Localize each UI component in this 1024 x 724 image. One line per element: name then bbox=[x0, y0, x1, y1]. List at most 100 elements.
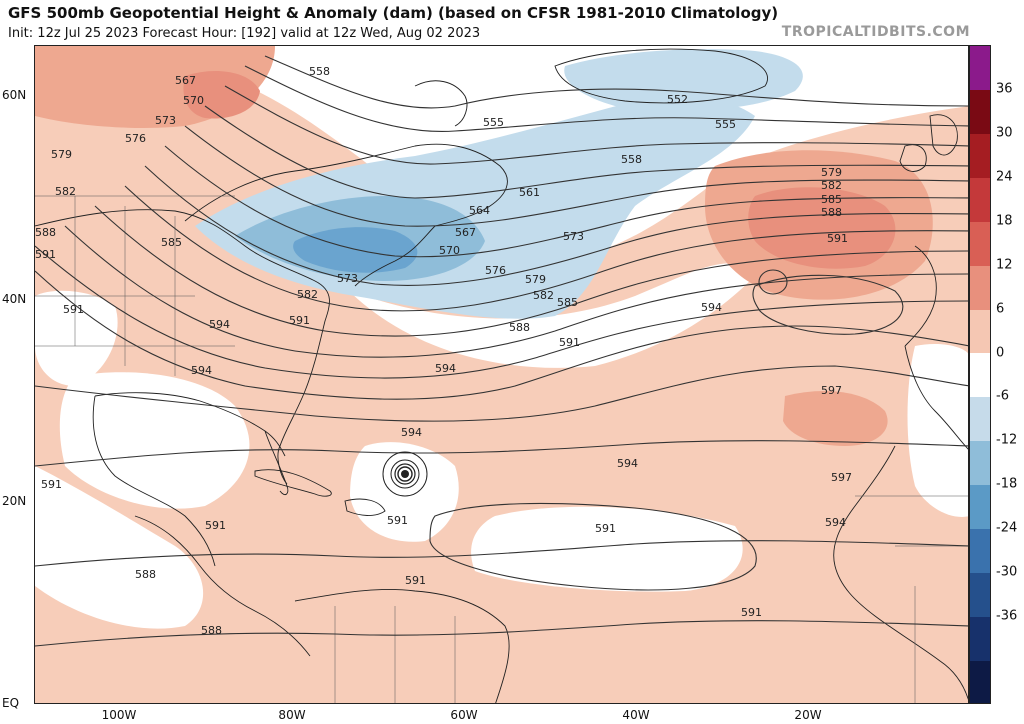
contour-label: 558 bbox=[621, 153, 642, 166]
contour-label: 579 bbox=[51, 148, 72, 161]
hurricane-low bbox=[382, 451, 428, 497]
lon-label-80w: 80W bbox=[278, 708, 306, 722]
anomaly-positive-africa bbox=[783, 391, 888, 446]
contour-label-group: 552 555 555 558 558 561 564 567 567 570 … bbox=[35, 65, 852, 637]
contour-label: 591 bbox=[595, 522, 616, 535]
lon-label-60w: 60W bbox=[450, 708, 478, 722]
contour-label: 591 bbox=[387, 514, 408, 527]
anomaly-positive-eastcore bbox=[748, 187, 896, 269]
coastlines bbox=[35, 48, 968, 703]
lat-label-60n: 60N bbox=[2, 88, 27, 102]
anomaly-neutral-mexico bbox=[35, 466, 204, 629]
anomaly-neutral-atlantic bbox=[335, 263, 755, 368]
contour-label: 591 bbox=[41, 478, 62, 491]
colorbar-segment bbox=[970, 221, 990, 266]
colorbar-segment bbox=[970, 441, 990, 486]
colorbar-segment bbox=[970, 485, 990, 530]
colorbar-segment bbox=[970, 529, 990, 574]
colorbar-tick-label: -6 bbox=[996, 388, 1009, 404]
colorbar-segment bbox=[970, 46, 990, 90]
contour-label: 570 bbox=[439, 244, 460, 257]
contour-label: 591 bbox=[827, 232, 848, 245]
contour-label: 582 bbox=[821, 179, 842, 192]
colorbar-segment bbox=[970, 616, 990, 661]
colorbar-tick-label: 18 bbox=[996, 213, 1013, 229]
colorbar-segment bbox=[970, 573, 990, 617]
colorbar-segment bbox=[970, 265, 990, 310]
forecast-info: Init: 12z Jul 25 2023 Forecast Hour: [19… bbox=[8, 26, 481, 41]
contour-label: 594 bbox=[209, 318, 230, 331]
colorbar-segment bbox=[970, 89, 990, 134]
contour-label: 567 bbox=[455, 226, 476, 239]
contour-label: 576 bbox=[125, 132, 146, 145]
contour-label: 558 bbox=[309, 65, 330, 78]
lat-label-20n: 20N bbox=[2, 494, 27, 508]
contour-label: 561 bbox=[519, 186, 540, 199]
colorbar-tick-label: 0 bbox=[996, 345, 1005, 361]
contour-label: 570 bbox=[183, 94, 204, 107]
site-watermark: TROPICALTIDBITS.COM bbox=[781, 24, 970, 40]
lat-label-eq: EQ bbox=[2, 696, 20, 710]
contour-label: 567 bbox=[175, 74, 196, 87]
anomaly-neutral-west bbox=[35, 290, 118, 386]
contour-label: 594 bbox=[825, 516, 846, 529]
contour-label: 591 bbox=[289, 314, 310, 327]
contour-label: 594 bbox=[191, 364, 212, 377]
colorbar-segment bbox=[970, 397, 990, 442]
anomaly-negative-inner bbox=[293, 227, 418, 273]
contour-label: 591 bbox=[63, 303, 84, 316]
colorbar-tick-label: 12 bbox=[996, 257, 1013, 273]
lat-label-40n: 40N bbox=[2, 292, 27, 306]
colorbar-segment bbox=[970, 353, 990, 398]
colorbar-segment bbox=[970, 660, 990, 703]
colorbar-segment bbox=[970, 133, 990, 178]
anomaly-neutral-gulf bbox=[59, 372, 250, 509]
colorbar-tick-label: -30 bbox=[996, 564, 1018, 580]
contour-label: 588 bbox=[821, 206, 842, 219]
contour-label: 588 bbox=[201, 624, 222, 637]
contour-label: 597 bbox=[821, 384, 842, 397]
chart-title: GFS 500mb Geopotential Height & Anomaly … bbox=[8, 4, 779, 22]
contour-label: 588 bbox=[509, 321, 530, 334]
contour-label: 555 bbox=[715, 118, 736, 131]
anomaly-neutral-africa bbox=[907, 344, 968, 517]
weather-map: 552 555 555 558 558 561 564 567 567 570 … bbox=[34, 45, 969, 704]
contour-label: 555 bbox=[483, 116, 504, 129]
contour-label: 552 bbox=[667, 93, 688, 106]
contour-label: 594 bbox=[617, 457, 638, 470]
contour-label: 582 bbox=[533, 289, 554, 302]
contour-label: 582 bbox=[297, 288, 318, 301]
contour-label: 585 bbox=[557, 296, 578, 309]
contour-label: 591 bbox=[35, 248, 56, 261]
colorbar-tick-label: -24 bbox=[996, 520, 1018, 536]
lon-label-20w: 20W bbox=[794, 708, 822, 722]
contour-label: 588 bbox=[35, 226, 56, 239]
anomaly-colorbar bbox=[969, 45, 991, 704]
colorbar-segment bbox=[970, 177, 990, 222]
contour-label: 585 bbox=[161, 236, 182, 249]
contour-label: 591 bbox=[205, 519, 226, 532]
contour-label: 564 bbox=[469, 204, 490, 217]
map-canvas: 552 555 555 558 558 561 564 567 567 570 … bbox=[35, 46, 968, 703]
colorbar-segment bbox=[970, 309, 990, 354]
contour-label: 573 bbox=[563, 230, 584, 243]
contour-label: 573 bbox=[155, 114, 176, 127]
colorbar-tick-label: -36 bbox=[996, 608, 1018, 624]
colorbar-tick-label: 24 bbox=[996, 169, 1013, 185]
contour-label: 573 bbox=[337, 272, 358, 285]
contour-label: 591 bbox=[741, 606, 762, 619]
contour-label: 594 bbox=[435, 362, 456, 375]
contour-label: 597 bbox=[831, 471, 852, 484]
contour-label: 579 bbox=[821, 166, 842, 179]
colorbar-tick-label: -18 bbox=[996, 476, 1018, 492]
contour-label: 582 bbox=[55, 185, 76, 198]
contour-label: 594 bbox=[701, 301, 722, 314]
anomaly-neutral-hurricane bbox=[350, 442, 459, 542]
colorbar-tick-label: 36 bbox=[996, 81, 1013, 97]
lon-label-100w: 100W bbox=[101, 708, 137, 722]
contour-label: 585 bbox=[821, 193, 842, 206]
contour-label: 588 bbox=[135, 568, 156, 581]
contour-label: 576 bbox=[485, 264, 506, 277]
height-contours bbox=[35, 55, 968, 647]
colorbar-tick-label: 6 bbox=[996, 301, 1005, 317]
